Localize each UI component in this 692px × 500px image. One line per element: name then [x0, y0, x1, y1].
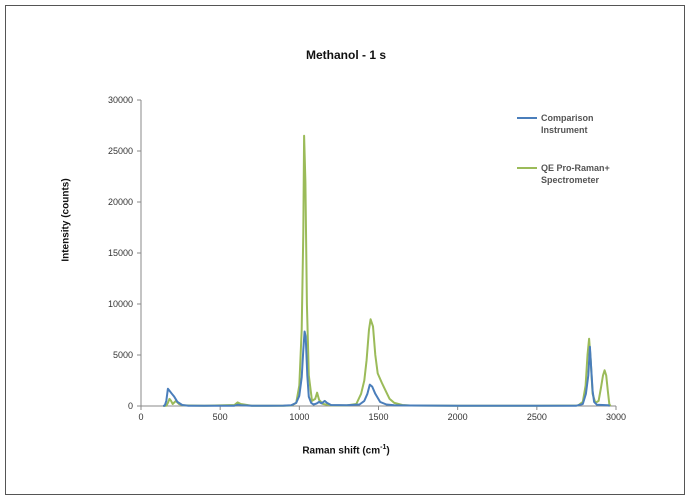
x-tick-label: 3000	[606, 412, 626, 422]
legend-label: QE Pro-Raman+	[541, 163, 610, 173]
y-tick-label: 30000	[108, 95, 133, 105]
x-tick-label: 0	[138, 412, 143, 422]
x-axis-label: Raman shift (cm-1)	[0, 444, 692, 456]
legend-label: Instrument	[541, 125, 588, 135]
x-tick-label: 2000	[448, 412, 468, 422]
x-axis-label-sup: -1	[380, 444, 387, 451]
series-group	[162, 134, 612, 407]
y-tick-label: 25000	[108, 146, 133, 156]
legend: Comparison Instrument QE Pro-Raman+ Spectro…	[517, 113, 610, 185]
x-axis-label-end: )	[386, 445, 390, 457]
y-tick-label: 20000	[108, 197, 133, 207]
x-tick-label: 500	[213, 412, 228, 422]
series-line-comparison-instrument	[162, 330, 611, 407]
chart-frame	[5, 5, 685, 495]
chart-title: Methanol - 1 s	[305, 48, 386, 62]
legend-label: Spectrometer	[541, 175, 600, 185]
x-tick-label: 1500	[368, 412, 388, 422]
x-tick-label: 2500	[527, 412, 547, 422]
y-tick-label: 5000	[113, 350, 133, 360]
legend-label: Comparison	[541, 113, 594, 123]
y-tick-label: 15000	[108, 248, 133, 258]
y-tick-label: 0	[128, 401, 133, 411]
x-tick-label: 1000	[289, 412, 309, 422]
y-tick-label: 10000	[108, 299, 133, 309]
axes: 0 5000 10000 15000 20000 25000 30000 0 500 1000 15…	[108, 95, 626, 422]
x-axis-label-main: Raman shift (cm	[302, 445, 381, 457]
